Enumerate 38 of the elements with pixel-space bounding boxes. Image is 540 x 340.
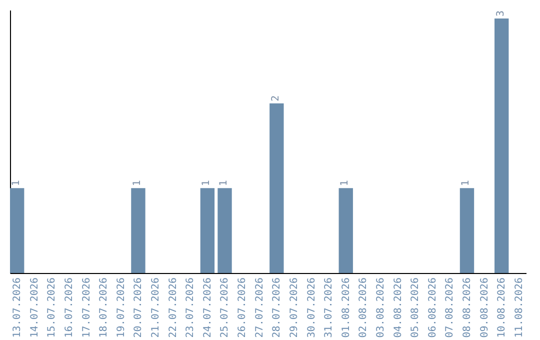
data-label: 1 — [460, 180, 472, 186]
x-tick-label: 30.07.2026 — [306, 278, 318, 338]
x-tick-label: 14.07.2026 — [29, 278, 40, 338]
x-tick-label: 31.07.2026 — [324, 278, 335, 338]
x-tick-label: 06.08.2026 — [427, 278, 438, 338]
x-tick-label: 16.07.2026 — [64, 278, 76, 338]
x-tick-label: 21.07.2026 — [150, 278, 162, 338]
x-tick-label: 17.07.2026 — [81, 278, 92, 338]
x-tick-label: 11.08.2026 — [514, 278, 525, 338]
data-label: 1 — [132, 180, 143, 186]
x-tick-label: 25.07.2026 — [220, 278, 231, 338]
x-tick-label: 13.07.2026 — [12, 278, 24, 338]
x-tick-label: 28.07.2026 — [272, 278, 283, 338]
x-tick-label: 20.07.2026 — [133, 278, 144, 338]
x-tick-label: 02.08.2026 — [358, 278, 370, 338]
x-tick-label: 07.08.2026 — [444, 278, 456, 338]
x-tick-label: 27.07.2026 — [254, 278, 266, 338]
x-tick-label: 08.08.2026 — [462, 278, 473, 338]
x-tick-label: 15.07.2026 — [46, 278, 58, 338]
data-label: 2 — [270, 95, 282, 102]
x-tick-label: 05.08.2026 — [410, 278, 422, 338]
x-tick-label: 03.08.2026 — [375, 278, 386, 338]
x-tick-label: 24.07.2026 — [202, 278, 214, 338]
data-label: 1 — [201, 180, 212, 186]
x-tick-label: 23.07.2026 — [185, 278, 196, 338]
x-tick-label: 19.07.2026 — [116, 278, 127, 338]
data-label: 1 — [340, 180, 351, 186]
x-tick-label: 09.08.2026 — [479, 278, 490, 338]
x-tick-label: 18.07.2026 — [98, 278, 110, 338]
x-tick-label: 10.08.2026 — [496, 278, 508, 338]
x-tick-label: 22.07.2026 — [168, 278, 179, 338]
x-tick-label: 01.08.2026 — [340, 278, 352, 338]
data-label: 1 — [10, 180, 22, 186]
data-label: 3 — [495, 10, 506, 16]
x-tick-label: 29.07.2026 — [288, 278, 300, 338]
x-tick-label: 04.08.2026 — [392, 278, 404, 338]
x-tick-label: 26.07.2026 — [237, 278, 248, 338]
data-label: 1 — [218, 180, 230, 186]
